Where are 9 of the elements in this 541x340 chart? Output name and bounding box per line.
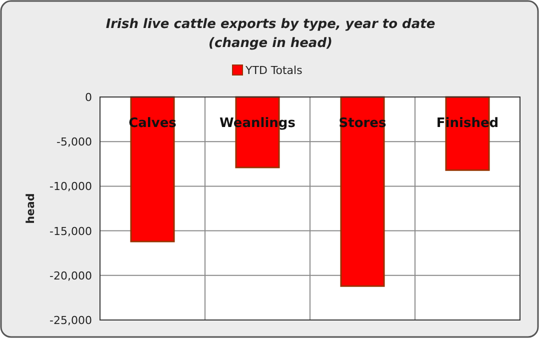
legend-label: YTD Totals (244, 64, 303, 77)
chart-title: Irish live cattle exports by type, year to date (change in head) (106, 17, 436, 51)
y-axis-title: head (24, 193, 37, 224)
y-tick-label: -25,000 (50, 314, 92, 327)
y-tick-label: -5,000 (56, 136, 92, 149)
y-tick-label: 0 (85, 91, 92, 104)
y-tick-label: -10,000 (50, 180, 92, 194)
y-tick-label: -20,000 (50, 269, 92, 282)
y-tick-label: -15,000 (50, 224, 92, 238)
